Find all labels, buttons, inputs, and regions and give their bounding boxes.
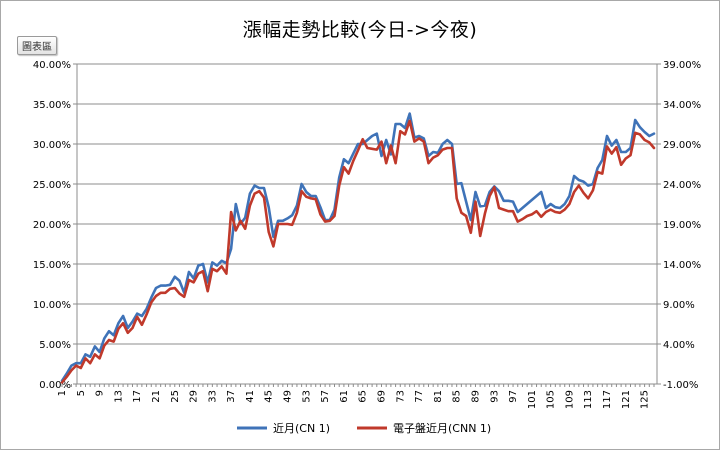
x-tick-label: 25 [170,390,181,403]
series-line [60,112,656,383]
x-axis-ticks: 1 5 9 13 17 21 25 29 33 37 41 45 49 53 57 61 65 69 73 77 81 8… [57,384,655,409]
x-tick-label: 1 [57,390,68,396]
x-tick-label: 33 [207,390,218,403]
chart-area-tab[interactable]: 圖表區 [17,36,57,55]
y-axis-right-ticks: -1.00% 4.00% 9.00% 14.00% 19.00% 24.00% 29.00%… [657,60,701,391]
y2-tick-label: 24.00% [663,180,701,191]
x-tick-label: 65 [358,390,369,403]
series-lines [60,112,656,384]
x-tick-label: 73 [395,390,406,403]
x-tick-label: 17 [132,390,143,403]
x-tick-label: 45 [264,390,275,403]
series-line [60,119,656,384]
legend: 近月(CN 1) 電子盤近月(CNN 1) [237,422,491,435]
y2-tick-label: 9.00% [663,300,695,311]
x-tick-label: 105 [546,390,557,409]
x-tick-label: 121 [621,390,632,409]
x-tick-label: 81 [433,390,444,403]
y-tick-label: 40.00% [33,60,71,71]
y-axis-left-ticks: 0.00% 5.00% 10.00% 15.00% 20.00% 25.00% 30.00%… [33,60,77,391]
y2-tick-label: 34.00% [663,100,701,111]
y2-tick-label: 29.00% [663,140,701,151]
y2-tick-label: 14.00% [663,260,701,271]
y-tick-label: 25.00% [33,180,71,191]
x-tick-label: 61 [339,390,350,403]
y-tick-label: 10.00% [33,300,71,311]
y2-tick-label: 39.00% [663,60,701,71]
y-tick-label: 5.00% [39,340,71,351]
x-tick-label: 9 [95,390,106,396]
y2-tick-label: 4.00% [663,340,695,351]
y-tick-label: 15.00% [33,260,71,271]
x-tick-label: 37 [226,390,237,403]
y-tick-label: 35.00% [33,100,71,111]
x-tick-label: 5 [76,390,87,396]
chart-title: 漲幅走勢比較(今日->今夜) [242,19,478,41]
x-tick-label: 53 [301,390,312,403]
x-tick-label: 93 [489,390,500,403]
x-tick-label: 109 [564,390,575,409]
legend-label: 電子盤近月(CNN 1) [393,422,491,435]
y2-tick-label: -1.00% [663,380,698,391]
x-tick-label: 125 [640,390,651,409]
y-tick-label: 20.00% [33,220,71,231]
x-tick-label: 101 [527,390,538,409]
legend-label: 近月(CN 1) [273,422,330,435]
x-tick-label: 85 [452,390,463,403]
x-tick-label: 113 [583,390,594,409]
x-tick-label: 57 [320,390,331,403]
x-tick-label: 41 [245,390,256,403]
x-tick-label: 117 [602,390,613,409]
x-tick-label: 29 [189,390,200,403]
x-tick-label: 21 [151,390,162,403]
x-tick-label: 13 [113,390,124,403]
y-tick-label: 30.00% [33,140,71,151]
x-tick-label: 49 [283,390,294,403]
x-tick-label: 77 [414,390,425,403]
x-tick-label: 89 [470,390,481,403]
x-tick-label: 97 [508,390,519,403]
y2-tick-label: 19.00% [663,220,701,231]
y-tick-label: 0.00% [39,380,71,391]
x-tick-label: 69 [376,390,387,403]
gridlines [77,63,657,345]
